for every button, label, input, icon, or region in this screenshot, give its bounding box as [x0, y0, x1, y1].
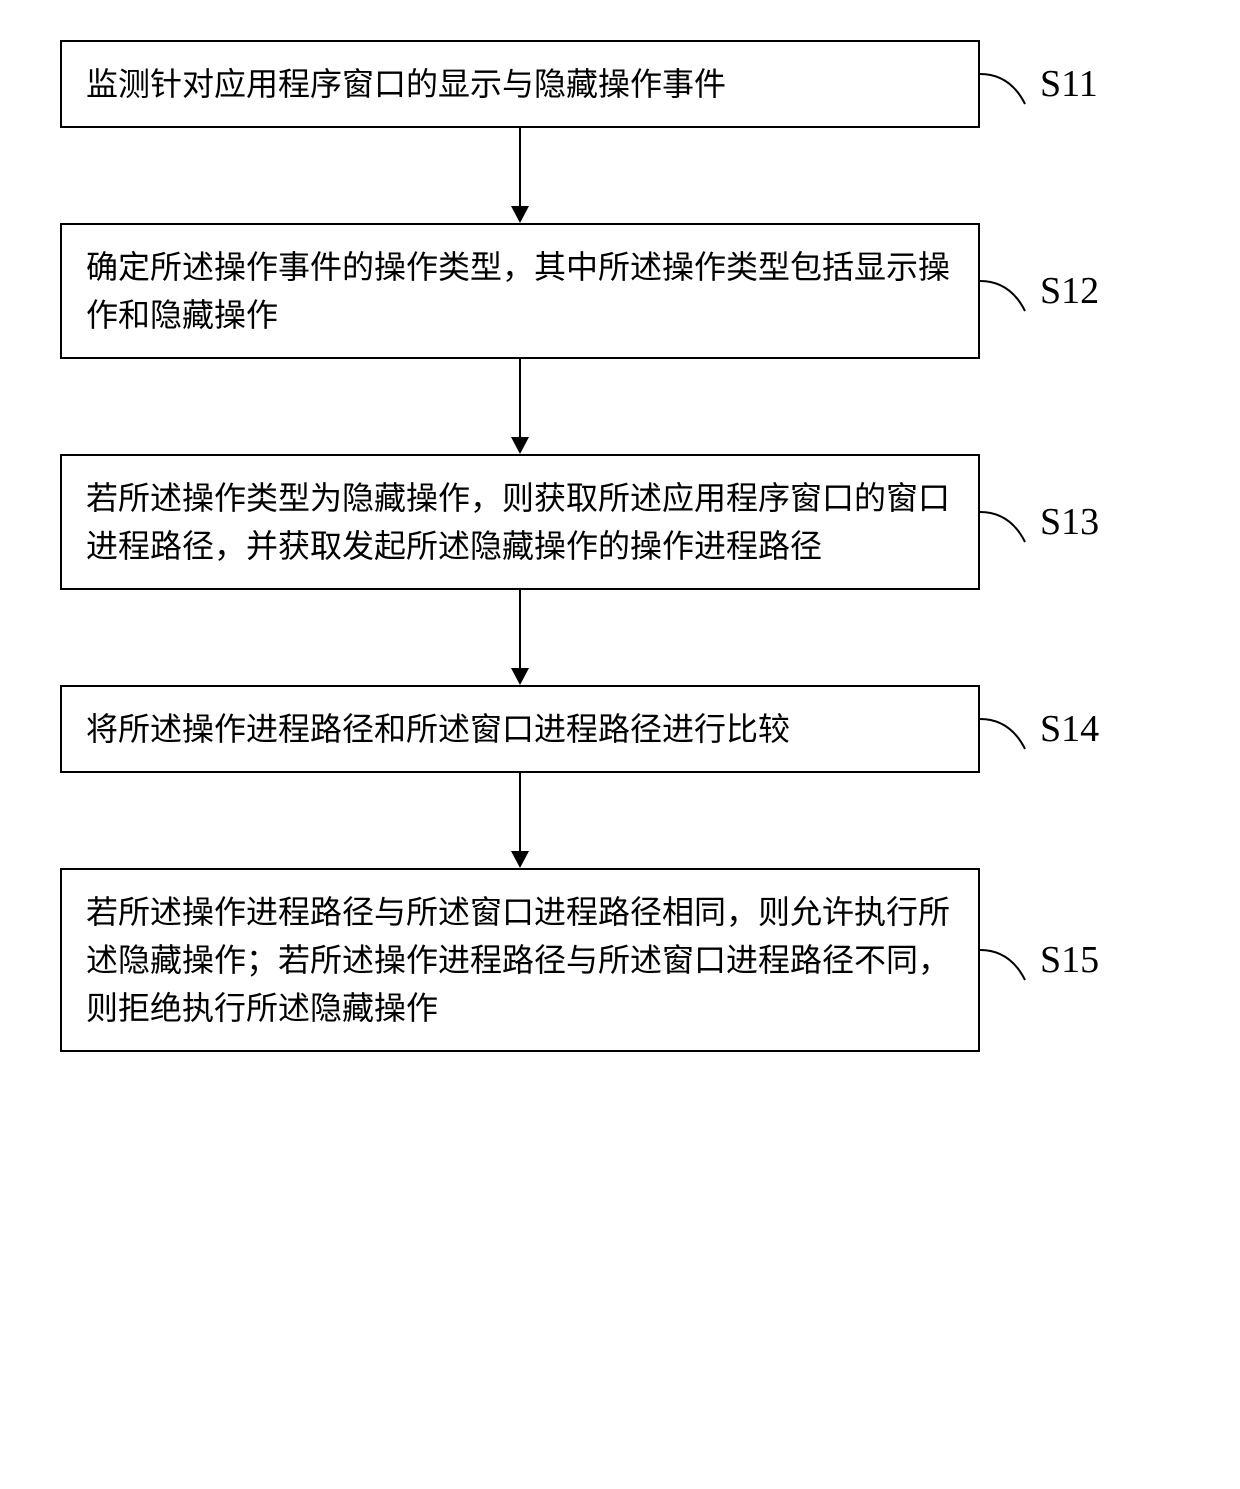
- arrow-s12-s13: [60, 359, 980, 454]
- step-row-s13: 若所述操作类型为隐藏操作，则获取所述应用程序窗口的窗口进程路径，并获取发起所述隐…: [60, 454, 1180, 590]
- step-label-s12: S12: [1040, 269, 1099, 313]
- step-box-s11: 监测针对应用程序窗口的显示与隐藏操作事件: [60, 40, 980, 128]
- arrow-s13-s14: [60, 590, 980, 685]
- arrow-s11-s12: [60, 128, 980, 223]
- step-row-s14: 将所述操作进程路径和所述窗口进程路径进行比较 S14: [60, 685, 1180, 773]
- step-text-s14: 将所述操作进程路径和所述窗口进程路径进行比较: [86, 711, 790, 747]
- step-box-s13: 若所述操作类型为隐藏操作，则获取所述应用程序窗口的窗口进程路径，并获取发起所述隐…: [60, 454, 980, 590]
- label-connector-s14: S14: [980, 709, 1120, 749]
- step-row-s12: 确定所述操作事件的操作类型，其中所述操作类型包括显示操作和隐藏操作 S12: [60, 223, 1180, 359]
- step-box-s12: 确定所述操作事件的操作类型，其中所述操作类型包括显示操作和隐藏操作: [60, 223, 980, 359]
- step-label-s15: S15: [1040, 938, 1099, 982]
- step-label-s13: S13: [1040, 500, 1099, 544]
- step-label-s14: S14: [1040, 707, 1099, 751]
- label-connector-s13: S13: [980, 502, 1120, 542]
- step-row-s11: 监测针对应用程序窗口的显示与隐藏操作事件 S11: [60, 40, 1180, 128]
- step-box-s15: 若所述操作进程路径与所述窗口进程路径相同，则允许执行所述隐藏操作；若所述操作进程…: [60, 868, 980, 1052]
- label-connector-s11: S11: [980, 64, 1120, 104]
- label-curve-s12: [980, 261, 1040, 321]
- label-connector-s15: S15: [980, 940, 1120, 980]
- label-curve-s14: [980, 699, 1040, 759]
- step-text-s15: 若所述操作进程路径与所述窗口进程路径相同，则允许执行所述隐藏操作；若所述操作进程…: [86, 894, 950, 1026]
- label-connector-s12: S12: [980, 271, 1120, 311]
- step-text-s11: 监测针对应用程序窗口的显示与隐藏操作事件: [86, 66, 726, 102]
- label-curve-s13: [980, 492, 1040, 552]
- label-curve-s11: [980, 54, 1040, 114]
- step-row-s15: 若所述操作进程路径与所述窗口进程路径相同，则允许执行所述隐藏操作；若所述操作进程…: [60, 868, 1180, 1052]
- label-curve-s15: [980, 930, 1040, 990]
- step-text-s13: 若所述操作类型为隐藏操作，则获取所述应用程序窗口的窗口进程路径，并获取发起所述隐…: [86, 480, 950, 564]
- step-label-s11: S11: [1040, 62, 1098, 106]
- step-text-s12: 确定所述操作事件的操作类型，其中所述操作类型包括显示操作和隐藏操作: [86, 249, 950, 333]
- step-box-s14: 将所述操作进程路径和所述窗口进程路径进行比较: [60, 685, 980, 773]
- flowchart-container: 监测针对应用程序窗口的显示与隐藏操作事件 S11 确定所述操作事件的操作类型，其…: [60, 40, 1180, 1052]
- arrow-s14-s15: [60, 773, 980, 868]
